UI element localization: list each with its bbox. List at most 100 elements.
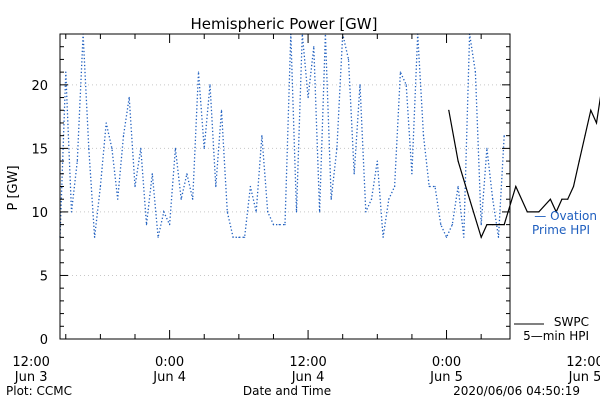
ovation-data-point [411, 173, 413, 175]
ovation-data-point [445, 236, 448, 238]
ovation-data-point [330, 198, 332, 200]
ovation-data-point [134, 185, 136, 188]
swpc-data-point [515, 185, 517, 188]
legend-ovation-line2: Prime HPI [532, 223, 590, 237]
swpc-data-point [561, 198, 563, 200]
swpc-data-point [572, 185, 575, 188]
ovation-data-point [122, 135, 125, 137]
ovation-data-point [163, 211, 165, 213]
ovation-data-point [238, 236, 240, 238]
ovation-data-point [203, 147, 205, 149]
y-axis-label: P [GW] [6, 165, 21, 210]
ovation-data-point [370, 198, 373, 200]
y-tick-label: 10 [31, 206, 48, 221]
ovation-prime-line [59, 33, 505, 239]
x-tick-day-label: Jun 5 [429, 370, 463, 385]
ovation-data-point [336, 147, 338, 149]
gridlines [60, 84, 510, 276]
ovation-data-point [503, 135, 505, 137]
ovation-data-point [76, 160, 78, 162]
y-tick-label: 0 [40, 333, 48, 348]
legend-ovation-line1: — Ovation [534, 209, 597, 223]
ovation-data-point [169, 224, 171, 226]
swpc-data-point [538, 211, 540, 213]
ovation-data-point [192, 198, 194, 200]
ovation-data-point [347, 58, 350, 61]
ovation-data-point [394, 185, 396, 188]
footer-credit: Plot: CCMC [6, 384, 72, 398]
ovation-data-point [117, 198, 119, 200]
swpc-data-point [578, 160, 580, 162]
legend-swpc-line1: SWPC [554, 315, 589, 329]
ovation-data-point [474, 71, 476, 73]
ovation-data-point [365, 211, 367, 213]
ovation-data-point [215, 185, 217, 188]
swpc-data-point [503, 224, 505, 226]
y-axis: 0 5 10 15 20 [31, 33, 510, 348]
ovation-data-point [226, 211, 228, 213]
ovation-data-point [422, 135, 425, 137]
x-tick-time-label: 12:00 [289, 355, 326, 370]
swpc-line [448, 95, 600, 240]
ovation-data-point [278, 224, 280, 226]
y-tick-label: 15 [31, 142, 48, 157]
ovation-data-point [88, 147, 90, 149]
ovation-data-point [272, 224, 275, 226]
x-tick-day-label: Jun 5 [568, 370, 600, 385]
ovation-data-point [255, 211, 257, 213]
x-axis-label: Date and Time [243, 384, 331, 398]
ovation-data-point [267, 211, 269, 213]
ovation-data-point [197, 71, 200, 73]
ovation-data-point [111, 147, 113, 149]
ovation-data-point [128, 96, 130, 99]
x-tick-day-label: Jun 4 [152, 370, 186, 385]
ovation-data-point [99, 185, 101, 188]
ovation-data-point [284, 224, 286, 226]
swpc-series [448, 95, 600, 240]
swpc-data-point [567, 198, 569, 200]
ovation-data-point [174, 147, 176, 149]
ovation-data-point [353, 173, 355, 175]
footer-timestamp: 2020/06/06 04:50:19 [453, 384, 580, 398]
ovation-data-point [319, 211, 321, 213]
ovation-data-point [451, 224, 453, 226]
ovation-data-point [244, 236, 246, 238]
ovation-data-point [480, 224, 482, 226]
swpc-data-point [555, 211, 557, 213]
ovation-data-point [186, 173, 188, 175]
swpc-data-point [480, 236, 482, 238]
ovation-data-point [70, 211, 73, 213]
x-tick-time-label: 0:00 [155, 355, 184, 370]
ovation-data-point [405, 84, 407, 86]
ovation-data-point [145, 224, 148, 226]
swpc-data-point [457, 160, 459, 162]
ovation-data-point [497, 236, 500, 238]
ovation-data-point [157, 236, 159, 238]
ovation-data-point [94, 236, 96, 238]
x-tick-day-label: Jun 3 [14, 370, 48, 385]
swpc-data-point [486, 224, 488, 226]
swpc-data-point [584, 135, 586, 137]
legend-swpc-line2: 5—min HPI [523, 329, 589, 343]
ovation-data-point [434, 185, 436, 188]
ovation-data-point [307, 96, 309, 99]
ovation-data-point [313, 46, 315, 48]
ovation-data-point [151, 173, 153, 175]
y-tick-label: 20 [31, 79, 48, 94]
ovation-data-point [486, 147, 488, 149]
x-tick-time-label: 12:00 [12, 355, 49, 370]
swpc-data-point [590, 109, 592, 111]
swpc-data-point [492, 224, 494, 226]
ovation-data-point [180, 198, 182, 200]
ovation-data-point [388, 198, 390, 200]
ovation-data-point [492, 198, 494, 200]
swpc-data-point [526, 211, 528, 213]
ovation-data-point [220, 109, 223, 111]
ovation-data-point [295, 211, 298, 213]
ovation-data-point [440, 224, 442, 226]
ovation-data-point [105, 122, 107, 124]
ovation-data-point [65, 71, 67, 73]
ovation-data-point [463, 236, 465, 238]
